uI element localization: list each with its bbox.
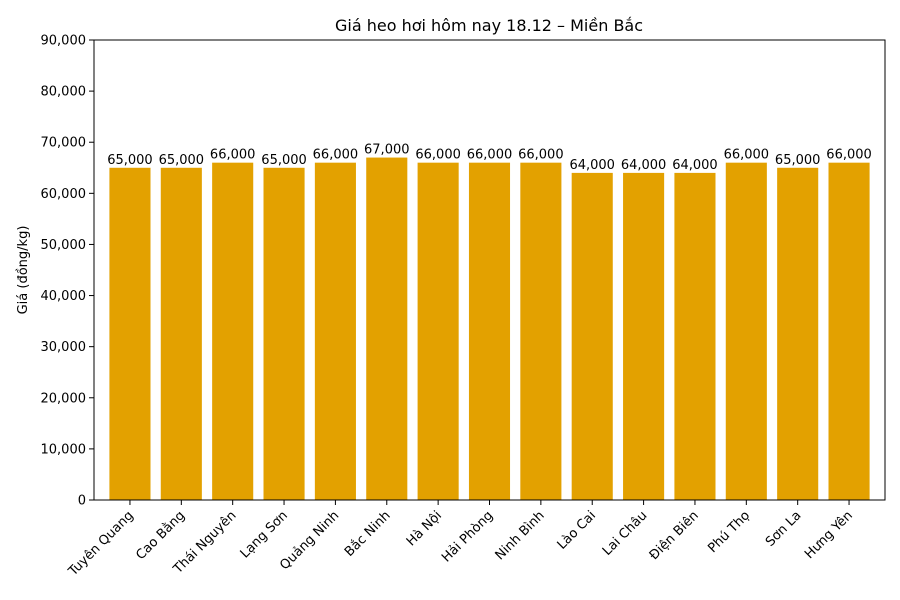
bar-lạng-sơn xyxy=(263,167,305,500)
data-label: 66,000 xyxy=(518,148,564,163)
data-label: 64,000 xyxy=(621,158,667,173)
x-tick-label: Bắc Ninh xyxy=(342,508,394,560)
bar-hưng-yên xyxy=(828,162,870,501)
x-tick-label: Lai Châu xyxy=(600,508,651,559)
x-tick-label: Sơn La xyxy=(763,508,805,550)
data-label: 64,000 xyxy=(672,158,718,173)
x-tick-label: Lạng Sơn xyxy=(238,508,291,561)
bars-group xyxy=(109,157,870,501)
bar-thái-nguyên xyxy=(212,162,254,501)
bar-cao-bằng xyxy=(160,167,202,500)
bar-lào-cai xyxy=(571,172,613,500)
y-tick-label: 80,000 xyxy=(41,85,87,100)
data-label: 66,000 xyxy=(313,148,359,163)
bar-hải-phòng xyxy=(468,162,511,501)
bar-lai-châu xyxy=(623,172,665,500)
x-tick-label: Ninh Bình xyxy=(493,508,548,563)
data-labels-group: 65,000 65,000 66,000 65,000 66,000 67,000 66,0… xyxy=(107,143,872,173)
bar-phú-thọ xyxy=(725,162,767,501)
bar-bắc-ninh xyxy=(366,157,408,500)
y-tick-label: 70,000 xyxy=(41,136,87,151)
y-tick-label: 60,000 xyxy=(41,187,87,202)
y-axis-label: Giá (đồng/kg) xyxy=(16,226,31,315)
data-label: 65,000 xyxy=(159,153,205,168)
bar-hà-nội xyxy=(417,162,459,501)
x-tick-label: Tuyên Quang xyxy=(65,508,137,580)
chart-title: Giá heo hơi hôm nay 18.12 – Miền Bắc xyxy=(335,16,643,35)
data-label: 65,000 xyxy=(261,153,307,168)
x-tick-label: Hải Phòng xyxy=(439,508,496,565)
x-tick-label: Cao Bằng xyxy=(133,508,188,563)
y-tick-label: 30,000 xyxy=(41,340,87,355)
data-label: 67,000 xyxy=(364,143,410,158)
data-label: 66,000 xyxy=(415,148,461,163)
data-label: 64,000 xyxy=(569,158,615,173)
bar-quảng-ninh xyxy=(314,162,356,501)
x-tick-label: Lào Cai xyxy=(555,508,600,553)
bar-ninh-bình xyxy=(520,162,562,501)
bar-điện-biên xyxy=(674,172,716,500)
data-label: 66,000 xyxy=(210,148,256,163)
bar-tuyên-quang xyxy=(109,167,151,500)
x-tick-label: Hà Nội xyxy=(404,508,445,549)
y-tick-label: 20,000 xyxy=(41,391,87,406)
y-axis: 0 10,000 20,000 30,000 40,000 50,000 60,000 70,… xyxy=(41,34,94,509)
data-label: 65,000 xyxy=(107,153,153,168)
x-tick-label: Hưng Yên xyxy=(802,508,856,562)
data-label: 66,000 xyxy=(467,148,513,163)
data-label: 66,000 xyxy=(724,148,770,163)
data-label: 65,000 xyxy=(775,153,821,168)
y-tick-label: 10,000 xyxy=(41,442,87,457)
y-tick-label: 40,000 xyxy=(41,289,87,304)
data-label: 66,000 xyxy=(826,148,872,163)
x-tick-label: Điện Biên xyxy=(647,508,702,563)
bar-sơn-la xyxy=(777,167,819,500)
x-tick-label: Phú Thọ xyxy=(705,508,753,556)
y-tick-label: 90,000 xyxy=(41,34,87,49)
y-tick-label: 50,000 xyxy=(41,238,87,253)
plot-frame xyxy=(93,39,886,501)
y-tick-label: 0 xyxy=(78,494,86,509)
